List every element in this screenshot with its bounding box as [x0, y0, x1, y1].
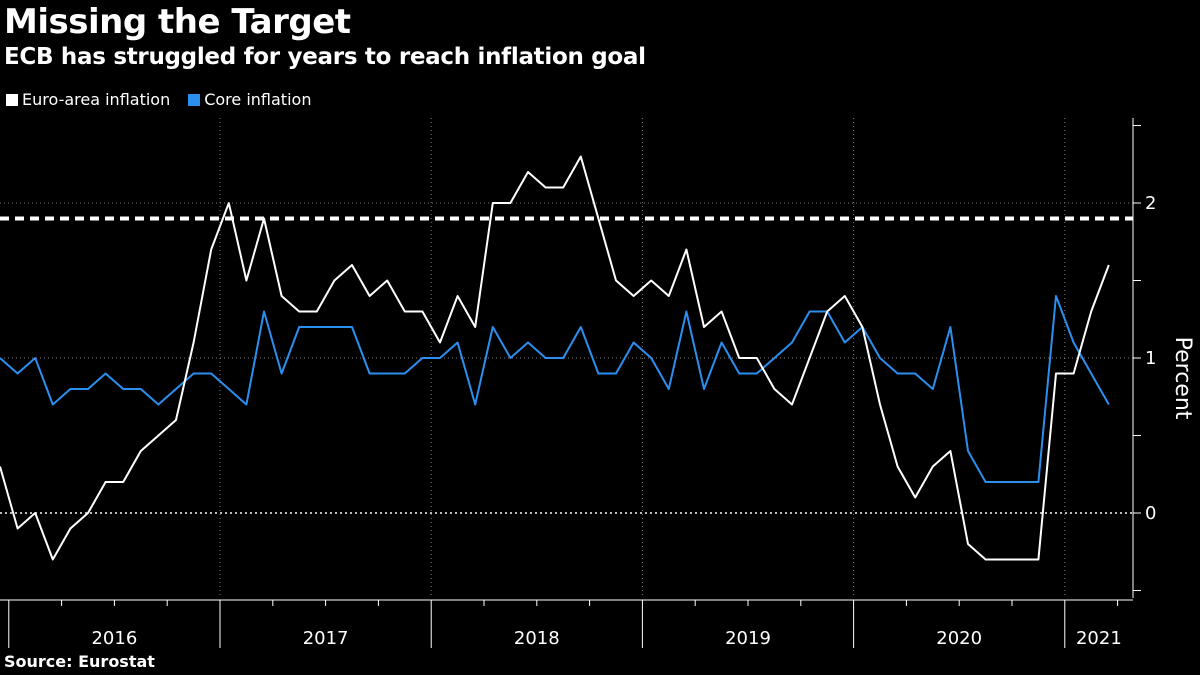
x-tick-label-2017: 2017	[303, 628, 349, 649]
source-note: Source: Eurostat	[4, 652, 155, 671]
legend-label-core: Core inflation	[204, 90, 312, 109]
series-line-euro-area	[0, 155, 1110, 561]
x-tick-label-2019: 2019	[725, 628, 771, 649]
y-tick-label-2: 2	[1145, 193, 1156, 214]
legend-item-core: Core inflation	[188, 90, 311, 109]
x-tick-label-2020: 2020	[936, 628, 982, 649]
legend-item-euro-area: Euro-area inflation	[6, 90, 170, 109]
legend-label-euro-area: Euro-area inflation	[22, 90, 171, 109]
y-tick-label-0: 0	[1145, 503, 1156, 524]
y-tick-label-1: 1	[1145, 348, 1156, 369]
x-tick-label-2021: 2021	[1076, 628, 1122, 649]
legend: Euro-area inflation Core inflation	[6, 90, 311, 109]
chart-title: Missing the Target	[4, 2, 351, 42]
x-tick-label-2016: 2016	[91, 628, 137, 649]
legend-swatch-euro-area	[6, 93, 18, 106]
y-axis-title: Percent	[1170, 337, 1195, 420]
x-tick-label-2018: 2018	[514, 628, 560, 649]
chart-subtitle: ECB has struggled for years to reach inf…	[4, 44, 646, 70]
legend-swatch-core	[188, 93, 201, 106]
series-line-core	[0, 295, 1110, 483]
